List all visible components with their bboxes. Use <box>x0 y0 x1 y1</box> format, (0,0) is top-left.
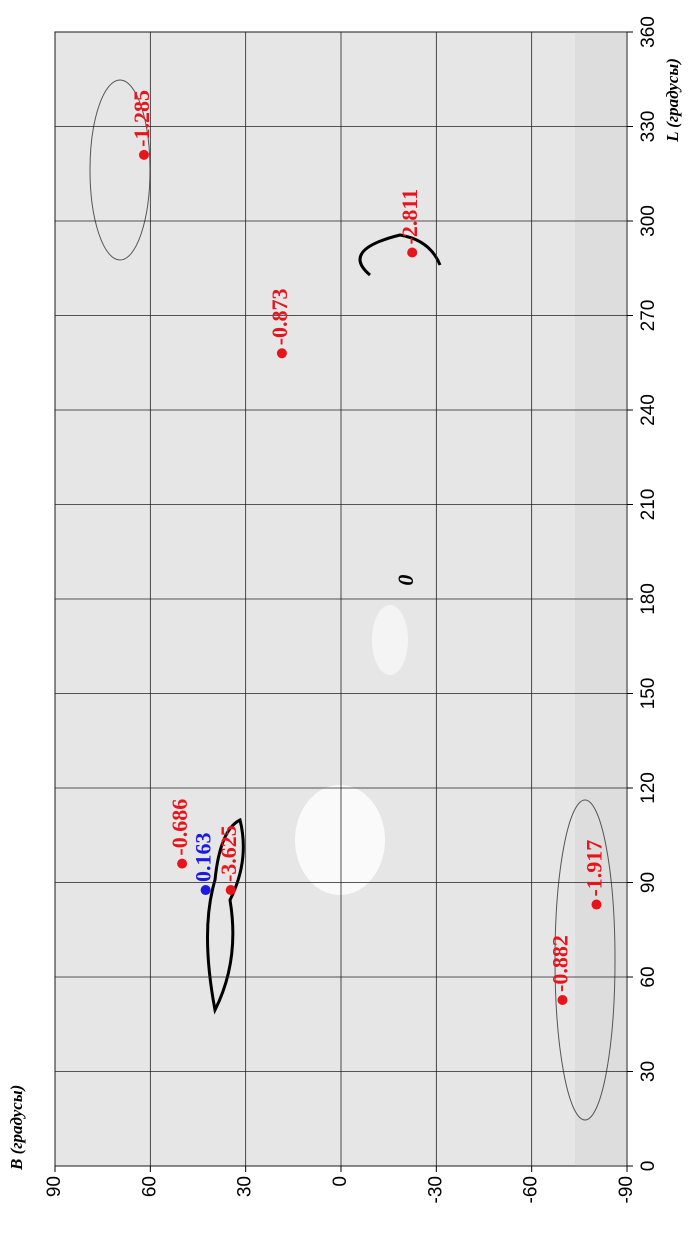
x-tick-label: 150 <box>638 678 659 710</box>
x-tick-label: 180 <box>638 583 659 615</box>
x-tick-label: 270 <box>638 300 659 332</box>
point-label: -0.873 <box>267 288 292 345</box>
point <box>177 859 187 869</box>
y-tick-label: 30 <box>235 1176 256 1197</box>
x-axis-label: L (градусы) <box>663 58 682 143</box>
y-tick-label: -30 <box>425 1176 446 1203</box>
light-region <box>372 605 408 675</box>
point <box>557 995 567 1005</box>
point <box>277 348 287 358</box>
x-tick-label: 120 <box>638 772 659 804</box>
point-label: -1.285 <box>129 90 154 147</box>
x-tick-label: 60 <box>638 966 659 987</box>
point-label: -1.917 <box>582 840 607 897</box>
chart: B (градусы) L (градусы) 0 30 60 90 120 150 180… <box>0 0 699 1255</box>
y-tick-label: -60 <box>521 1176 542 1203</box>
y-tick-label: -90 <box>616 1176 637 1203</box>
point <box>139 150 149 160</box>
x-tick-label: 240 <box>638 394 659 426</box>
point <box>591 900 601 910</box>
point-label: -3.625 <box>216 825 241 882</box>
point-label: -2.811 <box>397 189 422 245</box>
x-tick-label: 330 <box>638 111 659 143</box>
annotation: 0 <box>393 575 418 586</box>
point-label: 0.163 <box>191 833 216 883</box>
point-label: -0.882 <box>548 935 573 992</box>
x-tick-label: 300 <box>638 205 659 237</box>
y-axis-label: B (градусы) <box>7 1085 26 1171</box>
point <box>407 248 417 258</box>
y-tick-label: 90 <box>44 1176 65 1197</box>
light-region <box>295 785 385 895</box>
x-tick-label: 30 <box>638 1061 659 1082</box>
point-label: -0.686 <box>167 799 192 856</box>
x-tick-label: 0 <box>638 1161 659 1172</box>
y-tick-label: 0 <box>330 1176 351 1187</box>
y-tick-label: 60 <box>139 1176 160 1197</box>
point <box>226 885 236 895</box>
point <box>201 885 211 895</box>
x-tick-label: 360 <box>638 16 659 48</box>
x-tick-label: 90 <box>638 872 659 893</box>
x-tick-label: 210 <box>638 489 659 521</box>
